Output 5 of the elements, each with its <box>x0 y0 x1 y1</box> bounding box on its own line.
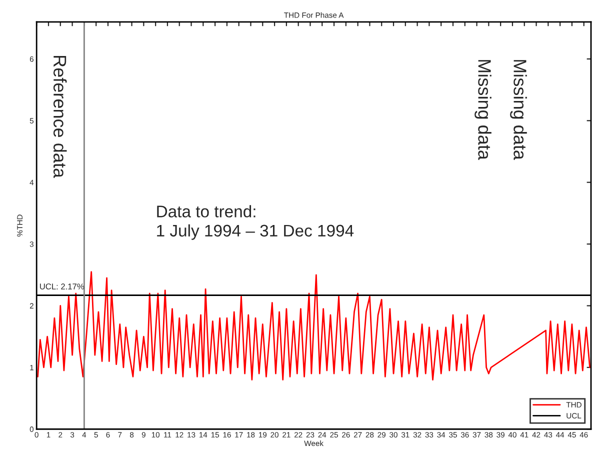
annotation: Missing data <box>510 60 527 160</box>
line-series <box>37 271 591 380</box>
annotation: Reference data <box>53 56 67 178</box>
annotation: Missing data <box>474 60 492 160</box>
annotation: Data to trend: 1 July 1994 – 31 Dec 1994 <box>157 205 354 240</box>
